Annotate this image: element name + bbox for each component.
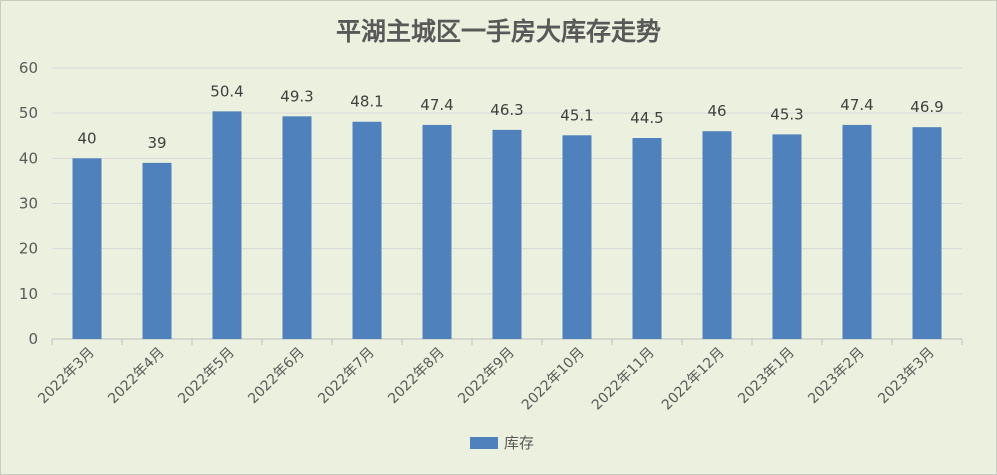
x-tick-label: 2022年6月	[245, 345, 308, 408]
bar	[212, 111, 242, 339]
y-tick-label: 20	[19, 240, 38, 258]
x-tick-label: 2022年4月	[105, 345, 168, 408]
legend: 库存	[470, 432, 534, 453]
data-label: 47.4	[420, 96, 453, 114]
data-label: 45.1	[560, 106, 593, 124]
y-tick-label: 0	[28, 330, 38, 348]
x-tick-label: 2022年9月	[455, 345, 518, 408]
legend-swatch	[470, 436, 498, 449]
data-label: 49.3	[280, 87, 313, 105]
bar	[282, 116, 312, 339]
x-tick-label: 2023年1月	[735, 345, 798, 408]
y-tick-label: 60	[19, 59, 38, 77]
bar	[422, 124, 452, 339]
data-label: 47.4	[840, 96, 873, 114]
bar	[562, 135, 592, 339]
x-tick-label: 2022年12月	[659, 345, 728, 414]
bar	[352, 121, 382, 339]
y-tick-label: 40	[19, 149, 38, 167]
data-label: 50.4	[210, 82, 243, 100]
data-label: 45.3	[770, 105, 803, 123]
y-tick-label: 10	[19, 285, 38, 303]
chart-title: 平湖主城区一手房大库存走势	[335, 17, 661, 46]
bar	[72, 158, 102, 339]
bar	[842, 124, 872, 339]
data-label: 46.3	[490, 101, 523, 119]
bar	[912, 127, 942, 339]
x-tick-label: 2022年5月	[175, 345, 238, 408]
x-tick-label: 2022年3月	[35, 345, 98, 408]
bar	[632, 138, 662, 339]
data-label: 39	[147, 134, 166, 152]
data-label: 46.9	[910, 98, 943, 116]
bar	[142, 162, 172, 339]
x-tick-label: 2022年10月	[519, 345, 588, 414]
x-tick-label: 2023年2月	[805, 345, 868, 408]
bar	[772, 134, 802, 339]
x-tick-label: 2023年3月	[875, 345, 938, 408]
data-label: 46	[707, 102, 726, 120]
legend-label: 库存	[504, 434, 535, 452]
x-tick-label: 2022年8月	[385, 345, 448, 408]
x-tick-label: 2022年11月	[589, 345, 658, 414]
data-label: 48.1	[350, 93, 383, 111]
y-tick-label: 50	[19, 104, 38, 122]
data-label: 40	[77, 129, 96, 147]
data-label: 44.5	[630, 109, 663, 127]
x-tick-label: 2022年7月	[315, 345, 378, 408]
y-tick-label: 30	[19, 195, 38, 213]
bar	[702, 131, 732, 339]
bar	[492, 129, 522, 339]
